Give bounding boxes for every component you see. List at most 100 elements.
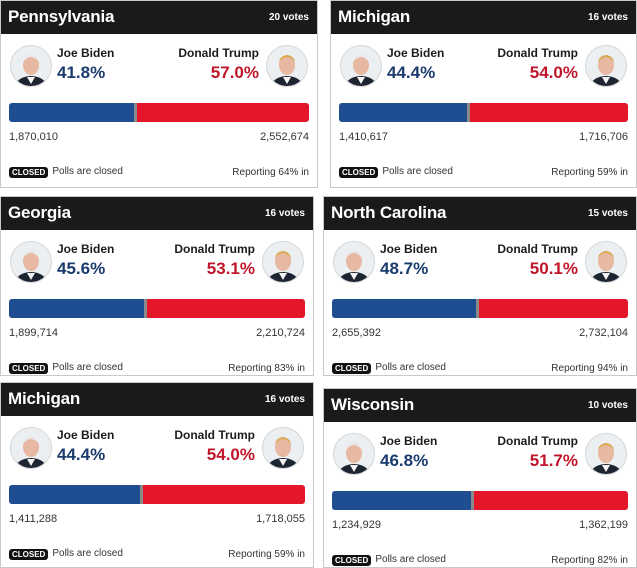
left-candidate-pct: 45.6% [57,259,106,278]
right-candidate-pct: 50.1% [529,259,578,278]
electoral-votes: 15 votes [587,208,628,219]
polls-status: Polls are closed [52,362,123,373]
candidate-photo-icon [333,241,375,283]
card-footer: CLOSED Polls are closed Reporting 59% in [339,166,628,180]
right-candidate-pct: 57.0% [210,63,259,82]
state-result-card[interactable]: North Carolina 15 votes Joe Biden 48.7% Dona… [323,196,637,376]
state-result-card[interactable]: Michigan 16 votes Joe Biden 44.4% Donald Tru… [0,382,314,568]
closed-badge: CLOSED [9,363,49,374]
reporting-status: Reporting 82% in [551,555,628,566]
electoral-votes: 16 votes [264,208,305,219]
candidate-photo-icon [585,241,627,283]
state-result-card[interactable]: Georgia 16 votes Joe Biden 45.6% Donald Trum… [0,196,314,376]
state-name: Pennsylvania [8,7,115,26]
rep-share-segment [470,103,628,122]
rep-share-segment [143,485,305,504]
right-candidate-pct: 54.0% [206,445,255,464]
card-header: Michigan 16 votes [1,383,313,416]
reporting-status: Reporting 64% in [232,167,309,178]
candidate-photo-icon [585,45,627,87]
card-footer: CLOSED Polls are closed Reporting 94% in [332,362,628,375]
polls-status: Polls are closed [52,548,123,559]
candidate-photo-icon [10,45,52,87]
state-result-card[interactable]: Wisconsin 10 votes Joe Biden 46.8% Donald Tr… [323,388,637,568]
left-vote-count: 1,899,714 [9,327,58,339]
rep-share-segment [146,299,305,318]
left-candidate-name: Joe Biden [57,46,115,60]
card-header: Michigan 16 votes [331,1,636,34]
polls-status: Polls are closed [52,166,123,177]
closed-badge: CLOSED [332,555,372,566]
card-header: North Carolina 15 votes [324,197,636,230]
candidate-photo-icon [333,433,375,475]
share-divider [134,103,138,122]
reporting-status: Reporting 59% in [551,167,628,178]
rep-share-segment [137,103,309,122]
polls-status: Polls are closed [375,554,446,565]
card-footer: CLOSED Polls are closed Reporting 82% in [332,554,628,567]
state-name: Georgia [8,203,71,222]
card-footer: CLOSED Polls are closed Reporting 64% in [9,166,309,180]
right-vote-count: 1,716,706 [579,131,628,143]
right-candidate-pct: 51.7% [529,451,578,470]
card-header: Wisconsin 10 votes [324,389,636,422]
right-candidate-name: Donald Trump [497,46,578,60]
right-vote-count: 2,732,104 [579,327,628,339]
vote-share-bar [332,299,628,318]
candidate-photo-icon [10,427,52,469]
card-header: Georgia 16 votes [1,197,313,230]
electoral-votes: 16 votes [264,394,305,405]
candidate-photo-icon [340,45,382,87]
right-vote-count: 1,362,199 [579,519,628,531]
left-candidate-name: Joe Biden [387,46,445,60]
dem-share-segment [9,485,141,504]
vote-share-bar [332,491,628,510]
polls-status: Polls are closed [375,362,446,373]
state-result-card[interactable]: Michigan 16 votes Joe Biden 44.4% Donald Tru… [330,0,637,188]
candidate-photo-icon [266,45,308,87]
vote-share-bar [9,485,305,504]
right-vote-count: 1,718,055 [256,513,305,525]
left-candidate-pct: 44.4% [57,445,106,464]
vote-share-bar [339,103,628,122]
state-name: Michigan [338,7,411,26]
electoral-votes: 10 votes [587,400,628,411]
right-candidate-pct: 53.1% [206,259,255,278]
left-candidate-pct: 46.8% [380,451,429,470]
share-divider [140,485,144,504]
rep-share-segment [473,491,628,510]
candidate-photo-icon [10,241,52,283]
left-candidate-pct: 48.7% [380,259,429,278]
state-name: North Carolina [331,203,447,222]
left-candidate-name: Joe Biden [57,242,115,256]
left-vote-count: 1,870,010 [9,131,58,143]
vote-share-bar [9,299,305,318]
right-candidate-name: Donald Trump [497,242,578,256]
card-footer: CLOSED Polls are closed Reporting 59% in [9,548,305,562]
rep-share-segment [479,299,628,318]
left-vote-count: 2,655,392 [332,327,381,339]
left-candidate-pct: 44.4% [387,63,436,82]
candidate-photo-icon [262,427,304,469]
left-candidate-name: Joe Biden [380,242,438,256]
reporting-status: Reporting 94% in [551,363,628,374]
closed-badge: CLOSED [339,167,379,178]
left-vote-count: 1,411,288 [9,513,58,525]
right-candidate-name: Donald Trump [178,46,259,60]
right-vote-count: 2,552,674 [260,131,309,143]
right-candidate-pct: 54.0% [529,63,578,82]
left-candidate-name: Joe Biden [57,428,115,442]
dem-share-segment [9,299,144,318]
candidate-photo-icon [262,241,304,283]
card-header: Pennsylvania 20 votes [1,1,317,34]
share-divider [143,299,147,318]
closed-badge: CLOSED [332,363,372,374]
state-result-card[interactable]: Pennsylvania 20 votes Joe Biden 41.8% Donald… [0,0,318,188]
left-vote-count: 1,234,929 [332,519,381,531]
left-candidate-pct: 41.8% [57,63,106,82]
state-name: Wisconsin [331,395,415,414]
right-vote-count: 2,210,724 [256,327,305,339]
card-footer: CLOSED Polls are closed Reporting 83% in [9,362,305,375]
closed-badge: CLOSED [9,167,49,178]
electoral-votes: 16 votes [587,12,628,23]
